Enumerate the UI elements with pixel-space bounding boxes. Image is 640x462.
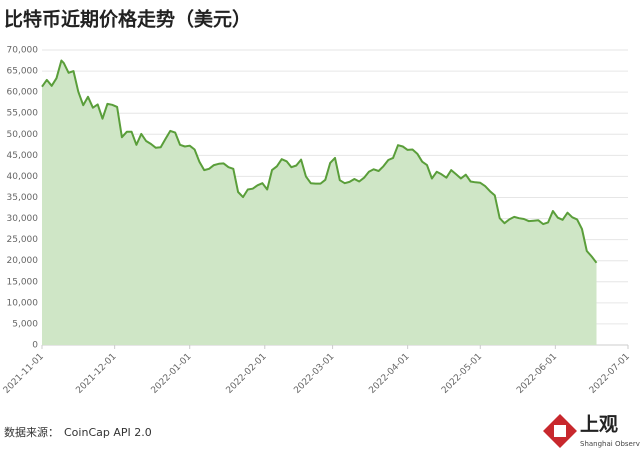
y-tick-label: 20,000 bbox=[7, 256, 39, 266]
y-tick-label: 65,000 bbox=[7, 67, 39, 77]
x-tick-label: 2021-12-01 bbox=[74, 352, 118, 396]
y-tick-label: 30,000 bbox=[7, 214, 39, 224]
y-tick-label: 70,000 bbox=[7, 46, 39, 56]
y-tick-label: 60,000 bbox=[7, 88, 39, 98]
logo-text: 上观 bbox=[580, 414, 618, 436]
y-tick-label: 35,000 bbox=[7, 193, 39, 203]
x-tick-label: 2022-07-01 bbox=[588, 352, 632, 396]
source: CoinCap API 2.0 bbox=[64, 426, 152, 439]
logo-icon-inner bbox=[554, 425, 566, 437]
x-tick-label: 2022-03-01 bbox=[292, 352, 336, 396]
line bbox=[41, 59, 598, 264]
area bbox=[42, 60, 597, 345]
plot-area: 0 5,000 10,000 15,000 20,000 25,000 30,000 35,0… bbox=[2, 46, 632, 396]
x-tick-label: 2022-02-01 bbox=[225, 352, 269, 396]
x-tick-label: 2022-05-01 bbox=[440, 352, 484, 396]
x-tick-label: 2021-11-01 bbox=[2, 352, 46, 396]
y-tick-label: 15,000 bbox=[7, 277, 39, 287]
y-tick-label: 40,000 bbox=[7, 172, 39, 182]
y-tick-label: 10,000 bbox=[7, 298, 39, 308]
logo: 上观 Shanghai Observer bbox=[543, 414, 640, 448]
chart-title: 比特币近期价格走势（美元） bbox=[4, 8, 251, 31]
y-tick-label: 55,000 bbox=[7, 109, 39, 119]
y-tick-label: 0 bbox=[32, 341, 38, 351]
y-tick-label: 45,000 bbox=[7, 151, 39, 161]
logo-subtext: Shanghai Observer bbox=[580, 440, 640, 448]
source-label: 数据来源： bbox=[4, 425, 59, 439]
y-tick-label: 5,000 bbox=[12, 319, 38, 329]
x-tick-label: 2022-06-01 bbox=[515, 352, 559, 396]
x-tick-label: 2022-04-01 bbox=[367, 352, 411, 396]
y-tick-label: 50,000 bbox=[7, 130, 39, 140]
y-tick-label: 25,000 bbox=[7, 235, 39, 245]
x-tick-label: 2022-01-01 bbox=[150, 352, 194, 396]
